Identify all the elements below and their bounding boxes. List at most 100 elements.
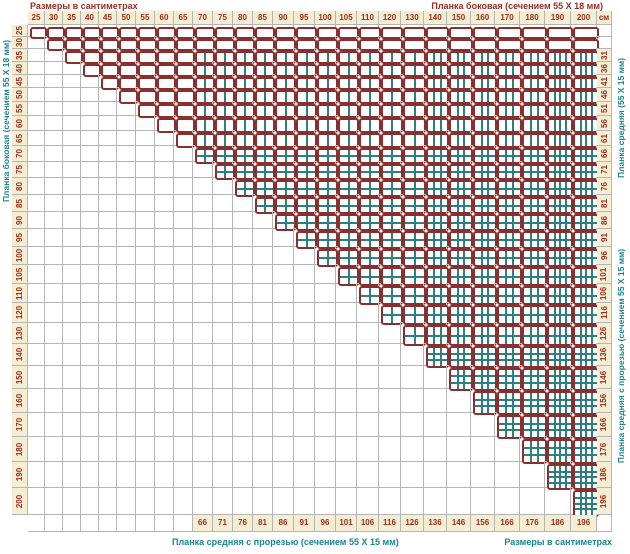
data-cell (571, 389, 599, 415)
data-cell (520, 62, 547, 77)
data-cell (315, 323, 336, 344)
data-cell (545, 488, 571, 515)
frame-icon (215, 90, 235, 104)
data-cell (174, 88, 195, 104)
data-cell (571, 366, 599, 391)
frame-icon (101, 39, 119, 51)
data-cell (174, 62, 195, 77)
cm-value-cell: 166 (597, 413, 612, 437)
rotated-number: 46 (599, 90, 609, 99)
data-cell (379, 131, 403, 148)
data-cell (357, 462, 379, 488)
data-cell (81, 284, 99, 303)
vertical-slat-line (579, 417, 582, 437)
cm-value-cell: 86 (597, 212, 612, 229)
frame-icon (497, 118, 522, 133)
frame-icon (497, 346, 522, 368)
data-cell (81, 162, 99, 178)
cm-value-cell: 91 (597, 229, 612, 247)
data-cell (174, 413, 193, 437)
data-cell (81, 366, 99, 389)
frame-icon (359, 39, 381, 51)
horizontal-slat-line (298, 221, 315, 224)
data-cell (545, 437, 573, 464)
vertical-slat-line (512, 120, 514, 131)
vertical-slat-line (564, 92, 567, 102)
frame-icon (215, 27, 235, 39)
data-cell (136, 195, 155, 212)
data-cell (81, 437, 99, 462)
horizontal-slat-line (475, 187, 495, 190)
horizontal-slat-line (475, 257, 495, 259)
horizontal-slat-line (475, 314, 495, 316)
data-cell (213, 437, 233, 462)
data-cell (401, 437, 424, 462)
horizontal-slat-line (575, 334, 597, 337)
data-cell (28, 75, 45, 88)
data-cell (136, 437, 155, 462)
data-cell (447, 265, 473, 286)
column-header-cell: 105 (336, 11, 357, 25)
data-cell (63, 303, 81, 323)
frame-icon (176, 90, 195, 104)
frame-icon (275, 118, 296, 133)
data-cell (174, 75, 195, 90)
data-cell (174, 437, 193, 462)
frame-icon (157, 90, 176, 104)
data-cell (294, 37, 317, 51)
frame-icon (381, 104, 403, 118)
data-cell (155, 323, 174, 344)
data-cell (357, 178, 381, 197)
frame-icon (449, 325, 473, 346)
data-cell (117, 146, 136, 162)
frame-icon (497, 104, 522, 118)
vertical-slat-line (369, 135, 371, 146)
frame-icon (426, 118, 449, 133)
data-cell (273, 25, 296, 39)
data-cell (294, 49, 317, 64)
data-cell (136, 366, 155, 389)
data-cell (545, 284, 573, 305)
data-cell (63, 413, 81, 437)
row-label-cell: 80 (12, 178, 28, 195)
frame-icon (215, 64, 235, 77)
horizontal-slat-line (277, 221, 294, 224)
data-cell (174, 344, 193, 366)
data-cell (571, 88, 599, 104)
data-cell (294, 488, 315, 515)
frame-icon (317, 27, 338, 39)
vertical-slat-line (530, 92, 532, 102)
vertical-slat-line (433, 120, 436, 131)
bottom-value-cell: 116 (379, 515, 401, 532)
horizontal-slat-line (298, 171, 315, 173)
horizontal-slat-line (549, 187, 571, 190)
frame-icon (381, 214, 403, 231)
data-cell (213, 284, 233, 303)
data-cell (81, 488, 99, 515)
frame-icon (317, 77, 338, 90)
data-cell (155, 413, 174, 437)
data-cell (315, 102, 338, 118)
data-cell (379, 389, 401, 413)
rotated-number: 160 (14, 393, 24, 408)
data-cell (357, 323, 379, 344)
rotated-number: 166 (599, 417, 609, 432)
row-label-cell: 180 (12, 437, 28, 462)
horizontal-slat-line (277, 187, 294, 190)
vertical-slat-line (463, 135, 466, 146)
data-cell (45, 488, 63, 515)
data-cell (294, 265, 315, 284)
frame-icon (235, 148, 255, 164)
frame-icon (317, 197, 338, 214)
horizontal-slat-line (475, 405, 495, 408)
horizontal-slat-line (383, 239, 401, 241)
data-cell (28, 212, 45, 229)
vertical-slat-line (284, 66, 287, 75)
data-cell (28, 162, 45, 178)
data-cell (273, 366, 294, 389)
data-cell (424, 37, 449, 51)
data-cell (545, 178, 573, 197)
horizontal-slat-line (257, 155, 273, 157)
data-cell (545, 37, 573, 51)
rotated-number: 91 (599, 233, 609, 242)
